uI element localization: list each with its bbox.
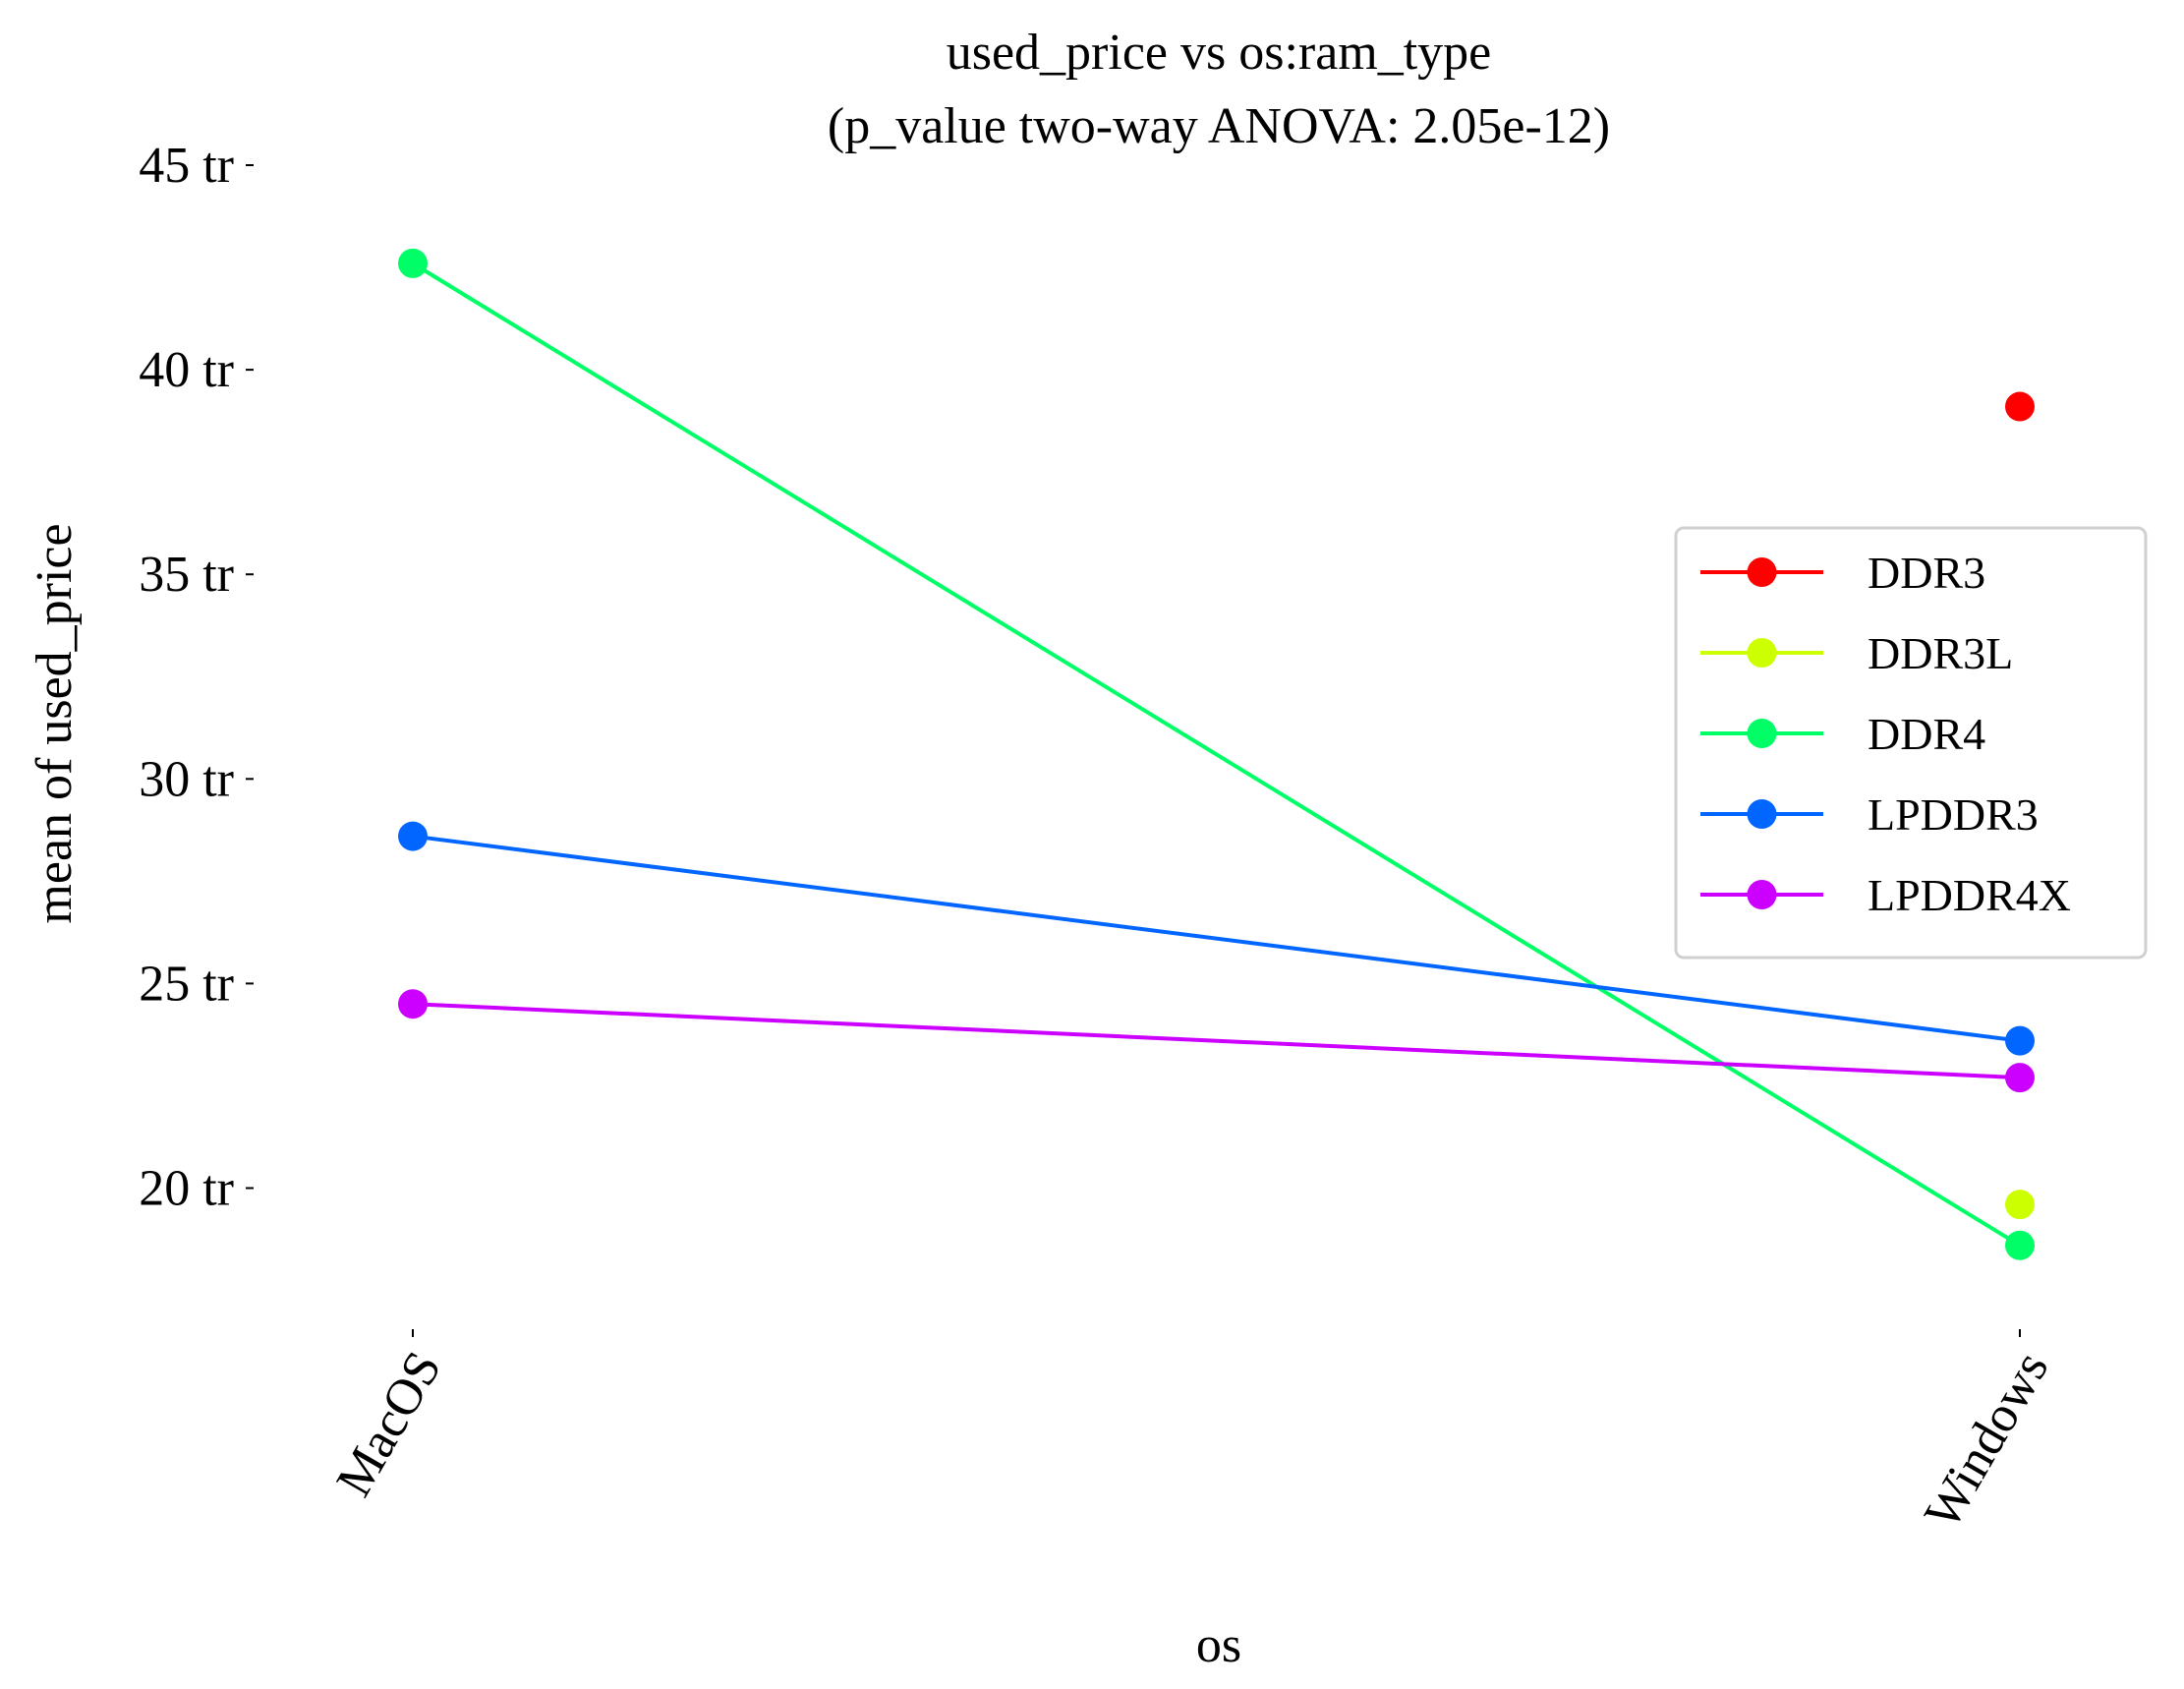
data-point-lpddr3 (2005, 1025, 2035, 1056)
legend-label-ddr3l: DDR3L (1868, 628, 2013, 678)
y-tick-label: 20 tr (139, 1160, 234, 1216)
y-tick-label: 35 tr (139, 547, 234, 603)
y-axis-label: mean of used_price (27, 523, 83, 923)
plot-area (398, 248, 2035, 1260)
x-tick-label: MacOS (326, 1343, 453, 1506)
legend-marker-lpddr4x (1747, 880, 1777, 909)
legend-marker-ddr3 (1747, 557, 1777, 587)
legend-marker-ddr4 (1747, 719, 1777, 748)
legend-marker-lpddr3 (1747, 799, 1777, 829)
y-tick-label: 25 tr (139, 956, 234, 1012)
legend-label-ddr4: DDR4 (1868, 709, 1985, 759)
x-tick-label: Windows (1914, 1343, 2059, 1539)
legend-label-lpddr3: LPDDR3 (1868, 789, 2039, 840)
y-tick-label: 30 tr (139, 751, 234, 807)
data-point-lpddr4x (398, 989, 428, 1019)
data-point-ddr3l (2005, 1190, 2035, 1220)
series-line-lpddr3 (412, 834, 2021, 1043)
y-tick-label: 45 tr (139, 138, 234, 194)
data-point-lpddr3 (398, 821, 428, 851)
legend-marker-ddr3l (1747, 638, 1777, 668)
legend-label-ddr3: DDR3 (1868, 548, 1985, 598)
x-axis: MacOS Windows (326, 1329, 2059, 1539)
legend-box (1674, 526, 2148, 960)
data-point-ddr4 (398, 248, 428, 278)
data-point-ddr4 (2005, 1230, 2035, 1260)
legend: DDR3 DDR3L DDR4 LPDDR3 LPDDR4X (1674, 526, 2148, 960)
series-line-ddr4 (411, 262, 2022, 1248)
series-line-lpddr4x (412, 1002, 2021, 1080)
y-tick-label: 40 tr (139, 342, 234, 398)
data-point-ddr3 (2005, 391, 2035, 422)
legend-label-lpddr4x: LPDDR4X (1868, 870, 2071, 920)
chart-subtitle: (p_value two-way ANOVA: 2.05e-12) (828, 98, 1610, 154)
x-axis-label: os (1196, 1617, 1241, 1673)
data-point-lpddr4x (2005, 1063, 2035, 1093)
y-axis: 20 tr 25 tr 30 tr 35 tr 40 tr 45 tr (139, 138, 254, 1216)
chart-title: used_price vs os:ram_type (947, 25, 1492, 81)
